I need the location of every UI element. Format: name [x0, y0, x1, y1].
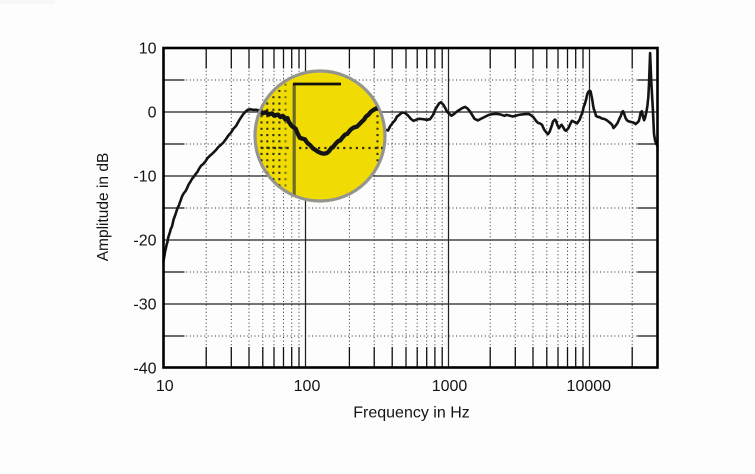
svg-text:10: 10 — [139, 41, 157, 58]
svg-text:Amplitude in dB: Amplitude in dB — [95, 153, 112, 262]
svg-text:-20: -20 — [133, 233, 156, 250]
svg-text:Frequency in Hz: Frequency in Hz — [353, 405, 470, 422]
svg-text:-30: -30 — [133, 297, 156, 314]
svg-text:0: 0 — [148, 105, 157, 122]
svg-text:100: 100 — [294, 378, 321, 395]
svg-text:-40: -40 — [133, 361, 156, 378]
svg-text:10: 10 — [156, 378, 174, 395]
svg-text:10000: 10000 — [567, 378, 612, 395]
svg-text:-10: -10 — [133, 169, 156, 186]
svg-text:1000: 1000 — [432, 378, 468, 395]
